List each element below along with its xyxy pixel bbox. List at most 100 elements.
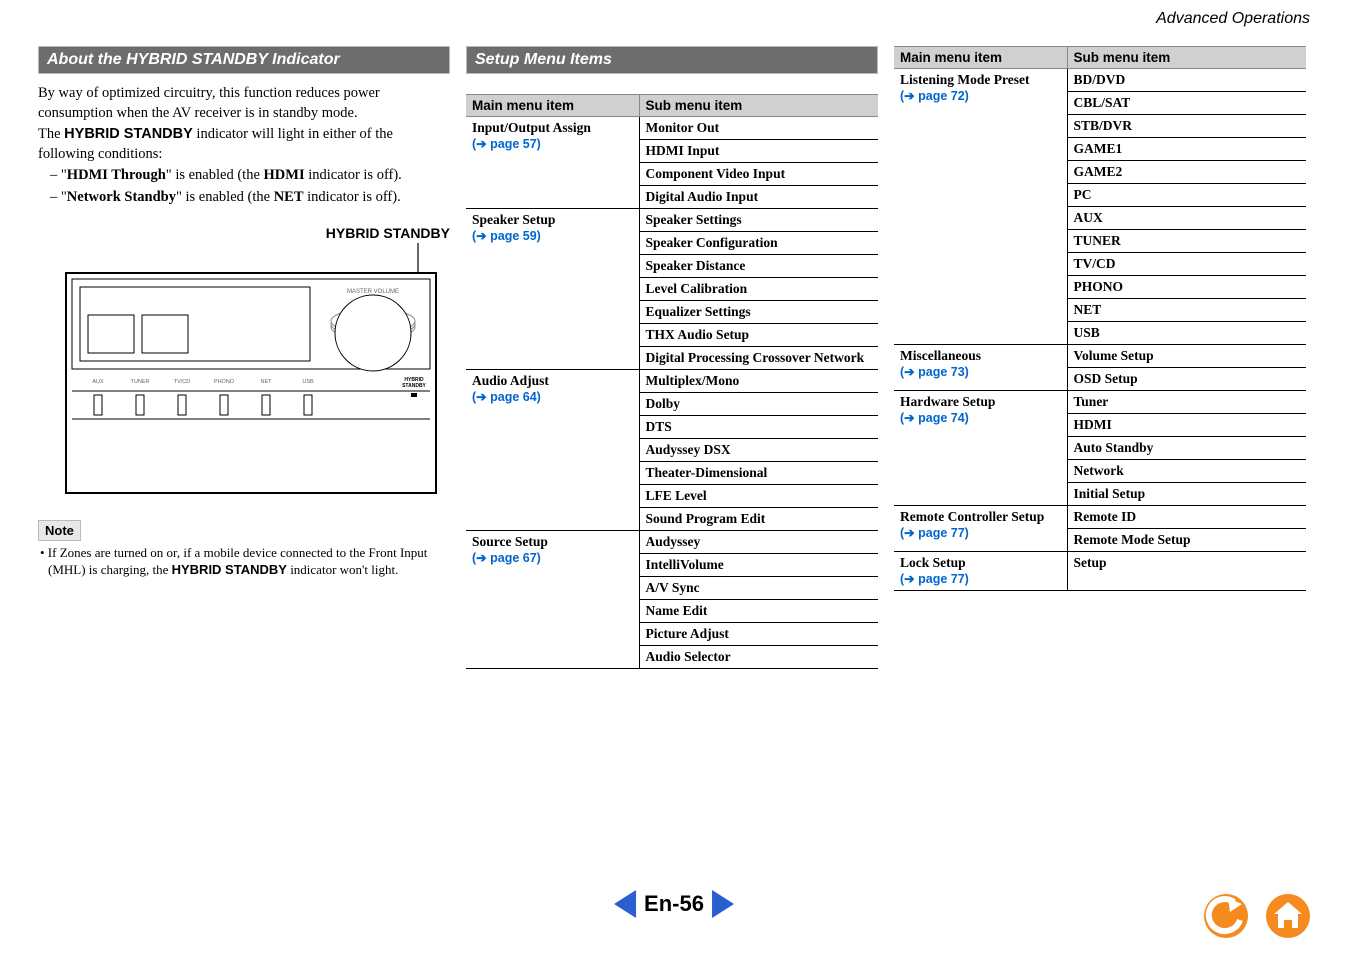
svg-text:AUX: AUX [92, 379, 104, 385]
page-columns: About the HYBRID STANDBY Indicator By wa… [38, 46, 1310, 669]
text-fragment: " is enabled (the [166, 167, 264, 183]
sub-menu-cell: Network [1067, 460, 1306, 483]
sub-menu-cell: GAME1 [1067, 138, 1306, 161]
sub-menu-cell: Audyssey [639, 531, 878, 554]
text-fragment: indicator is off). [305, 167, 402, 183]
next-page-icon[interactable] [712, 890, 734, 918]
main-menu-label: Audio Adjust [472, 373, 633, 389]
sub-menu-cell: Component Video Input [639, 163, 878, 186]
page-link[interactable]: (➔ page 72) [900, 89, 969, 103]
sub-menu-cell: CBL/SAT [1067, 92, 1306, 115]
sub-menu-cell: THX Audio Setup [639, 324, 878, 347]
svg-text:USB: USB [302, 379, 314, 385]
page-link[interactable]: (➔ page 59) [472, 229, 541, 243]
sub-menu-cell: Audyssey DSX [639, 439, 878, 462]
home-icon[interactable] [1262, 892, 1314, 940]
sub-menu-cell: Auto Standby [1067, 437, 1306, 460]
page-link[interactable]: (➔ page 73) [900, 365, 969, 379]
sub-menu-cell: HDMI Input [639, 140, 878, 163]
setup-menu-table-2: Main menu item Sub menu item Listening M… [894, 46, 1306, 591]
table-row: Hardware Setup(➔ page 74)Tuner [894, 391, 1306, 414]
condition-item-1: – "HDMI Through" is enabled (the HDMI in… [50, 166, 450, 186]
sub-menu-cell: Level Calibration [639, 278, 878, 301]
table-row: Input/Output Assign(➔ page 57)Monitor Ou… [466, 117, 878, 140]
text-fragment: indicator won't light. [287, 562, 398, 577]
main-menu-label: Lock Setup [900, 555, 1061, 571]
condition-item-2: – "Network Standby" is enabled (the NET … [50, 188, 450, 208]
sub-menu-cell: STB/DVR [1067, 115, 1306, 138]
sub-menu-cell: Picture Adjust [639, 623, 878, 646]
sub-menu-cell: PC [1067, 184, 1306, 207]
sub-menu-cell: LFE Level [639, 485, 878, 508]
main-menu-label: Input/Output Assign [472, 120, 633, 136]
page-link[interactable]: (➔ page 77) [900, 526, 969, 540]
section-bar-hybrid-standby: About the HYBRID STANDBY Indicator [38, 46, 450, 74]
column-3: Main menu item Sub menu item Listening M… [894, 46, 1306, 669]
sub-menu-cell: Theater-Dimensional [639, 462, 878, 485]
text-bold: NET [274, 189, 304, 205]
sub-menu-cell: Speaker Settings [639, 209, 878, 232]
prev-page-icon[interactable] [614, 890, 636, 918]
back-icon[interactable] [1200, 892, 1252, 940]
main-menu-label: Miscellaneous [900, 348, 1061, 364]
sub-menu-cell: GAME2 [1067, 161, 1306, 184]
main-menu-cell: Miscellaneous(➔ page 73) [894, 345, 1067, 391]
text-bold: HDMI Through [67, 167, 166, 183]
page-link[interactable]: (➔ page 57) [472, 137, 541, 151]
main-menu-label: Hardware Setup [900, 394, 1061, 410]
main-menu-cell: Audio Adjust(➔ page 64) [466, 370, 639, 531]
table-row: Remote Controller Setup(➔ page 77)Remote… [894, 506, 1306, 529]
page-link[interactable]: (➔ page 64) [472, 390, 541, 404]
text-fragment: indicator is off). [304, 189, 401, 205]
main-menu-cell: Hardware Setup(➔ page 74) [894, 391, 1067, 506]
page-link[interactable]: (➔ page 74) [900, 411, 969, 425]
page-footer: En-56 [0, 890, 1348, 940]
th-main-menu: Main menu item [466, 95, 639, 117]
table-row: Audio Adjust(➔ page 64)Multiplex/Mono [466, 370, 878, 393]
text-fragment: – " [50, 167, 67, 183]
main-menu-cell: Speaker Setup(➔ page 59) [466, 209, 639, 370]
column-2: Setup Menu Items Main menu item Sub menu… [466, 46, 878, 669]
page-number-label: En-56 [644, 891, 704, 917]
th-sub-menu: Sub menu item [1067, 47, 1306, 69]
th-sub-menu: Sub menu item [639, 95, 878, 117]
text-bold: HYBRID STANDBY [64, 126, 193, 142]
sub-menu-cell: Dolby [639, 393, 878, 416]
sub-menu-cell: Speaker Distance [639, 255, 878, 278]
sub-menu-cell: IntelliVolume [639, 554, 878, 577]
spacer [466, 84, 878, 94]
table-row: Listening Mode Preset(➔ page 72)BD/DVD [894, 69, 1306, 92]
sub-menu-cell: Remote Mode Setup [1067, 529, 1306, 552]
receiver-illustration: MASTER VOLUME AUX TUNER TV/CD PHONO NET … [38, 243, 450, 503]
sub-menu-cell: Remote ID [1067, 506, 1306, 529]
svg-text:STANDBY: STANDBY [402, 383, 426, 389]
table-row: Miscellaneous(➔ page 73)Volume Setup [894, 345, 1306, 368]
section-bar-setup-menu: Setup Menu Items [466, 46, 878, 74]
sub-menu-cell: Multiplex/Mono [639, 370, 878, 393]
sub-menu-cell: A/V Sync [639, 577, 878, 600]
page-link[interactable]: (➔ page 67) [472, 551, 541, 565]
body-text-block: By way of optimized circuitry, this func… [38, 84, 450, 207]
note-text: • If Zones are turned on or, if a mobile… [38, 545, 450, 579]
table-row: Speaker Setup(➔ page 59)Speaker Settings [466, 209, 878, 232]
sub-menu-cell: Audio Selector [639, 646, 878, 669]
table-row: Lock Setup(➔ page 77)Setup [894, 552, 1306, 591]
sub-menu-cell: OSD Setup [1067, 368, 1306, 391]
sub-menu-cell: NET [1067, 299, 1306, 322]
main-menu-label: Source Setup [472, 534, 633, 550]
sub-menu-cell: HDMI [1067, 414, 1306, 437]
th-main-menu: Main menu item [894, 47, 1067, 69]
svg-text:NET: NET [261, 379, 273, 385]
column-1: About the HYBRID STANDBY Indicator By wa… [38, 46, 450, 669]
main-menu-cell: Lock Setup(➔ page 77) [894, 552, 1067, 591]
sub-menu-cell: Monitor Out [639, 117, 878, 140]
text-fragment: – " [50, 189, 67, 205]
note-label: Note [38, 520, 81, 541]
sub-menu-cell: USB [1067, 322, 1306, 345]
page-link[interactable]: (➔ page 77) [900, 572, 969, 586]
main-menu-label: Remote Controller Setup [900, 509, 1061, 525]
sub-menu-cell: Digital Processing Crossover Network [639, 347, 878, 370]
hybrid-standby-caption: HYBRID STANDBY [38, 225, 450, 241]
sub-menu-cell: Initial Setup [1067, 483, 1306, 506]
text-bold: HDMI [264, 167, 305, 183]
